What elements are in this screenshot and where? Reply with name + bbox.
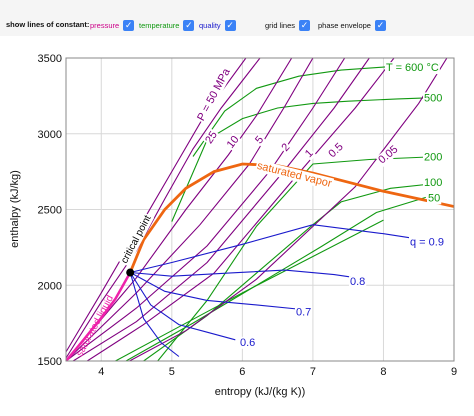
temperature-label-100-bg: [423, 177, 444, 190]
temperature-label-500-bg: [423, 92, 444, 105]
pressure-toggle[interactable]: pressure ✓: [90, 20, 135, 31]
phase-envelope-checkbox[interactable]: ✓: [374, 20, 386, 31]
temperature-label-600: T = 600 °C: [386, 62, 439, 74]
pressure-line: [66, 58, 293, 361]
temperature-label-50-bg: [427, 192, 442, 205]
quality-line: [129, 272, 236, 341]
temperature-label-500: 500: [424, 92, 442, 104]
pressure-label-5-bg: [252, 133, 267, 148]
pressure-line: [66, 58, 346, 361]
pressure-label: pressure: [90, 21, 120, 30]
phase-envelope-toggle[interactable]: phase envelope ✓: [318, 20, 386, 31]
critical-point-label-bg: [118, 212, 155, 267]
temperature-label-600-bg: [385, 62, 440, 75]
show-lines-label: show lines of constant:: [6, 20, 90, 29]
temperature-line: [192, 63, 440, 157]
x-tick-label: 8: [380, 366, 386, 378]
quality-label-0.6-group: 0.6: [239, 336, 257, 349]
temperature-checkbox[interactable]: ✓: [183, 20, 195, 31]
pressure-label-25: 25: [203, 129, 220, 146]
controls-bar: show lines of constant: pressure ✓ tempe…: [0, 0, 474, 36]
x-tick-label: 5: [169, 366, 175, 378]
x-tick-label: 7: [310, 366, 316, 378]
pressure-line: [66, 58, 314, 361]
quality-line: [130, 224, 433, 274]
pressure-label-0.5-bg: [325, 140, 347, 161]
curves-layer: [66, 58, 454, 361]
quality-toggle[interactable]: quality ✓: [199, 20, 236, 31]
quality-label-0.8: 0.8: [350, 276, 365, 288]
quality-label-0.6: 0.6: [240, 337, 255, 349]
pressure-label-25-bg: [202, 128, 221, 147]
pressure-label-1-bg: [302, 146, 317, 161]
y-axis-label: enthalpy (kJ/kg): [9, 170, 21, 248]
show-lines-group: show lines of constant:: [6, 20, 89, 29]
temperature-label-200-group: 200: [423, 151, 444, 164]
pressure-label-25-group: 25: [202, 128, 221, 147]
temperature-label-50: 50: [428, 192, 440, 204]
temperature-label-100-group: 100: [423, 177, 444, 190]
saturated-liquid-curve: [66, 271, 132, 361]
quality-label-0.7-group: 0.7: [295, 306, 313, 319]
quality-label-0.9-group: q = 0.9: [409, 236, 445, 249]
x-tick-label: 4: [98, 366, 104, 378]
pressure-label-10-bg: [224, 132, 243, 152]
quality-line: [130, 269, 366, 280]
temperature-label-100: 100: [424, 177, 442, 189]
quality-label-0.8-bg: [349, 276, 367, 289]
temperature-label-600-group: T = 600 °C: [385, 62, 440, 75]
quality-label-0.7-bg: [295, 306, 313, 319]
quality-label-0.9: q = 0.9: [410, 236, 444, 248]
pressure-line: [66, 58, 261, 359]
quality-label-0.7: 0.7: [296, 306, 311, 318]
temperature-toggle[interactable]: temperature ✓: [139, 20, 195, 31]
grid-lines-toggle[interactable]: grid lines ✓: [265, 20, 311, 31]
y-tick-label: 3500: [38, 53, 62, 65]
quality-checkbox[interactable]: ✓: [224, 20, 236, 31]
y-tick-label: 3000: [38, 129, 62, 141]
critical-point-marker: [126, 268, 135, 277]
temperature-label-200: 200: [424, 151, 442, 163]
saturated-vapor-label-bg: [254, 159, 335, 191]
x-tick-label: 6: [239, 366, 245, 378]
pressure-line: [86, 58, 395, 361]
pressure-label-10: 10: [225, 134, 242, 151]
temperature-line: [125, 196, 426, 361]
temperature-label-500-group: 500: [423, 92, 444, 105]
quality-label: quality: [199, 21, 221, 30]
pressure-label-50-bg: [194, 64, 234, 124]
temperature-label-50-group: 50: [427, 192, 442, 205]
pressure-line: [72, 58, 370, 361]
plot-frame: [65, 57, 455, 362]
grid-lines-checkbox[interactable]: ✓: [299, 20, 311, 31]
tick-labels: 4 5 6 7 8 9 1500 2000 2500 3000 3500: [38, 53, 458, 378]
pressure-label-2-bg: [278, 140, 294, 155]
y-tick-label: 1500: [38, 356, 62, 368]
pressure-label-0.05-bg: [375, 142, 402, 167]
temperature-label-200-bg: [423, 151, 444, 164]
phase-envelope-label: phase envelope: [318, 21, 371, 30]
quality-label-0.8-group: 0.8: [349, 276, 367, 289]
pressure-checkbox[interactable]: ✓: [123, 20, 135, 31]
grid-lines-label: grid lines: [265, 21, 296, 30]
pressure-label-10-group: 10: [224, 132, 243, 152]
y-tick-label: 2500: [38, 205, 62, 217]
quality-label-0.9-bg: [409, 236, 445, 249]
x-axis-label: entropy (kJ/(kg K)): [215, 386, 305, 398]
y-tick-label: 2000: [38, 280, 62, 292]
temperature-line: [115, 219, 384, 361]
temperature-label: temperature: [139, 21, 180, 30]
quality-label-0.6-bg: [239, 336, 257, 349]
quality-line: [129, 272, 180, 357]
x-tick-label: 9: [451, 366, 457, 378]
quality-line: [129, 272, 303, 311]
